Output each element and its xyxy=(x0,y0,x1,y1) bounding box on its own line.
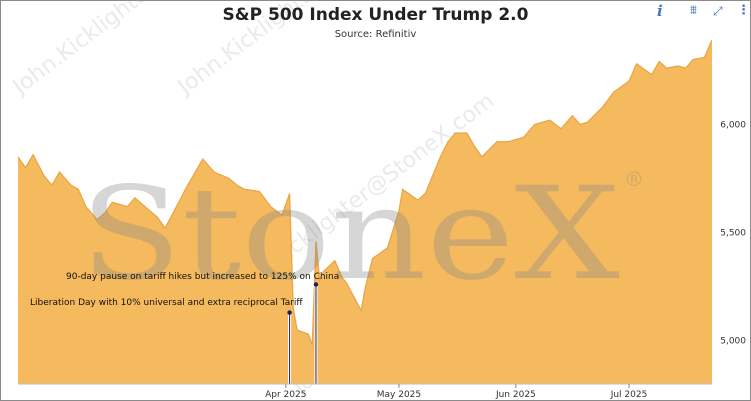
data-point xyxy=(613,91,616,94)
watermark-logo: StoneX ® xyxy=(80,160,644,309)
data-point xyxy=(601,106,604,109)
data-point xyxy=(58,171,61,174)
annotation-label: 90-day pause on tariff hikes but increas… xyxy=(66,272,339,282)
data-point xyxy=(703,56,706,59)
data-point xyxy=(548,119,551,122)
data-point xyxy=(533,123,536,126)
x-tick-label: Jun 2025 xyxy=(495,390,536,400)
data-point xyxy=(692,58,695,61)
annotation-marker xyxy=(287,310,292,315)
data-point xyxy=(473,145,476,148)
chart-title: S&P 500 Index Under Trump 2.0 xyxy=(222,5,529,25)
data-point xyxy=(447,140,450,143)
info-icon[interactable]: i xyxy=(657,2,663,20)
data-point xyxy=(507,140,510,143)
data-point xyxy=(24,166,27,169)
data-point xyxy=(586,121,589,124)
filter-icon[interactable]: ⩩ xyxy=(690,3,697,18)
data-point xyxy=(571,114,574,117)
data-point xyxy=(360,309,363,312)
data-point xyxy=(481,155,484,158)
data-point xyxy=(51,184,54,187)
data-point xyxy=(560,127,563,130)
chart-subtitle: Source: Refinitiv xyxy=(334,29,417,40)
data-point xyxy=(296,329,299,332)
watermark-logo-text: StoneX xyxy=(80,160,620,309)
y-tick-label: 6,000 xyxy=(720,120,746,130)
x-axis: Apr 2025 May 2025 Jun 2025 Jul 2025 xyxy=(18,383,712,400)
data-point xyxy=(465,132,468,135)
y-tick-label: 5,500 xyxy=(720,229,746,239)
annotation-label: Liberation Day with 10% universal and ex… xyxy=(30,298,303,308)
data-point xyxy=(579,123,582,126)
expand-icon[interactable]: ⤢ xyxy=(713,4,723,18)
data-point xyxy=(522,136,525,139)
data-point xyxy=(628,80,631,83)
data-point xyxy=(311,344,314,347)
data-point xyxy=(665,67,668,70)
more-icon[interactable]: ⋮ xyxy=(737,3,750,18)
annotations: Liberation Day with 10% universal and ex… xyxy=(30,272,339,384)
annotation-marker xyxy=(313,282,319,287)
watermark-registered-mark: ® xyxy=(624,167,644,191)
data-point xyxy=(43,175,46,178)
x-tick-label: May 2025 xyxy=(377,390,421,400)
data-point xyxy=(454,132,457,135)
area-line xyxy=(18,40,712,346)
x-tick-label: Apr 2025 xyxy=(265,390,306,400)
y-axis: 5,000 5,500 6,000 xyxy=(720,120,746,346)
data-point xyxy=(496,140,499,143)
data-point xyxy=(439,155,442,158)
data-point xyxy=(635,62,638,65)
data-point xyxy=(17,155,20,158)
data-point xyxy=(677,65,680,68)
data-point xyxy=(307,333,310,336)
data-point xyxy=(684,67,687,70)
area-series xyxy=(17,40,712,384)
x-tick-label: Jul 2025 xyxy=(610,390,648,400)
area-fill xyxy=(18,40,712,384)
data-point xyxy=(658,60,661,63)
data-point xyxy=(69,184,72,187)
data-point xyxy=(32,153,35,156)
y-tick-label: 5,000 xyxy=(720,337,746,347)
data-point xyxy=(650,73,653,76)
